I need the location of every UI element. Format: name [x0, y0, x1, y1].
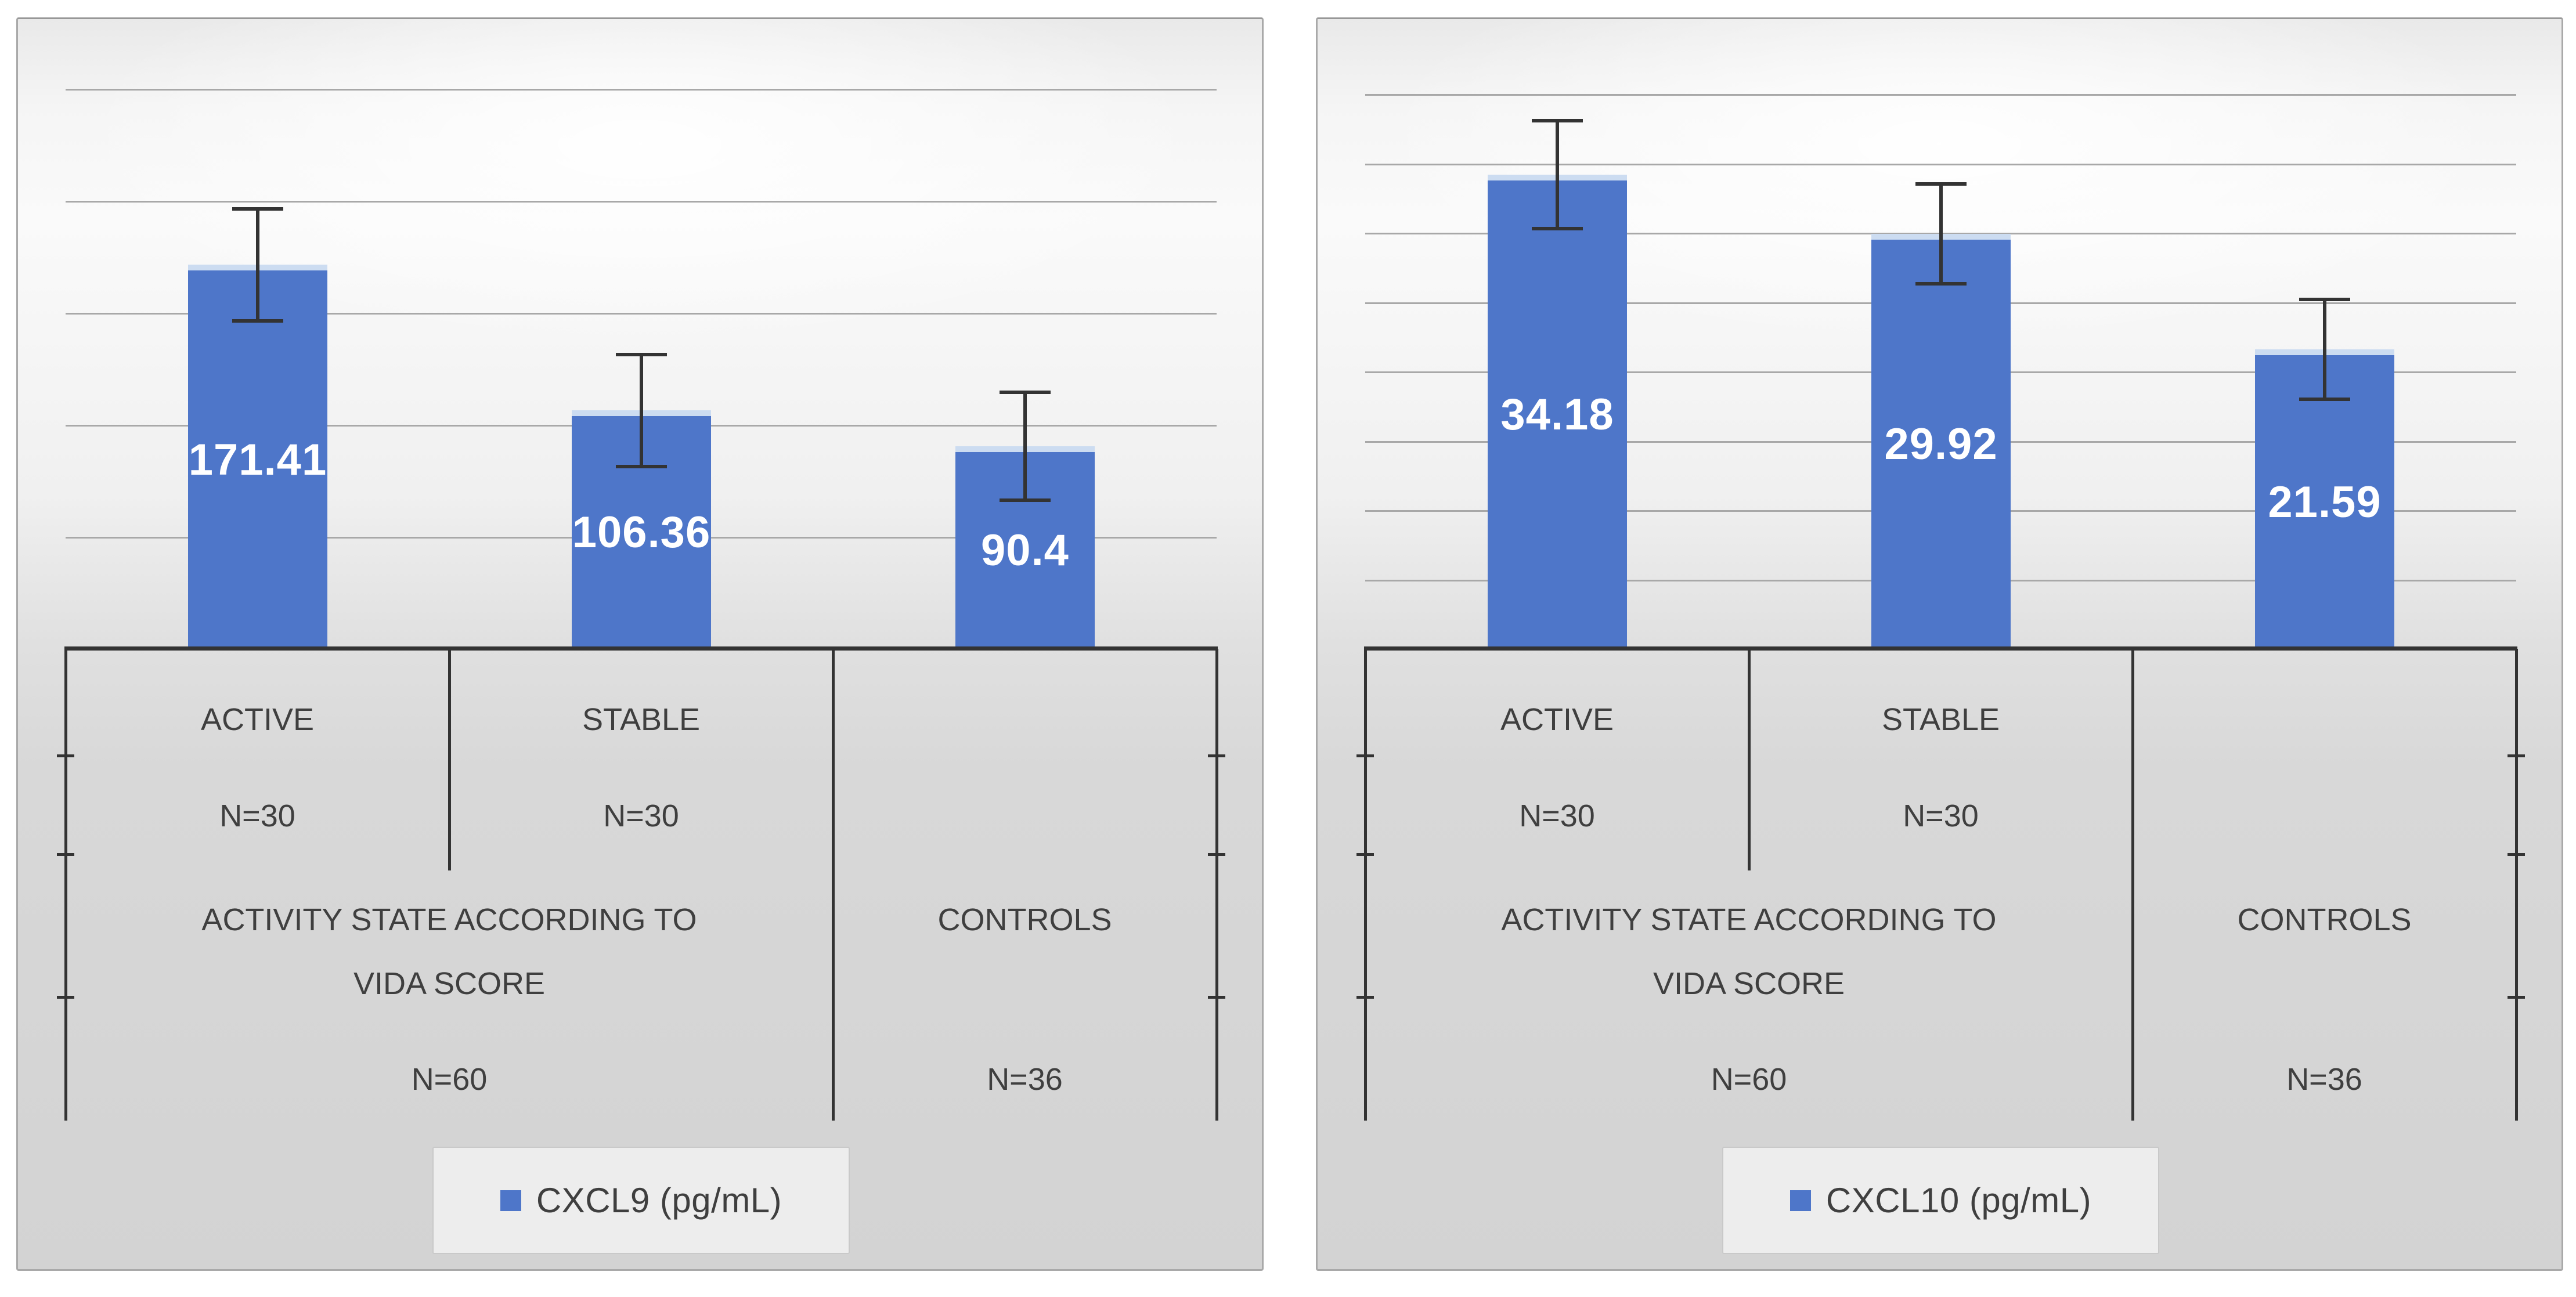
legend-series-swatch-icon [1790, 1190, 1811, 1211]
category-n-label: N=30 [1903, 799, 1979, 833]
axis-baseline [64, 646, 1218, 651]
legend-box: CXCL9 (pg/mL) [432, 1147, 850, 1254]
axis-tick [1208, 853, 1225, 856]
group-n-label: N=60 [411, 1062, 488, 1097]
legend-series-swatch-icon [500, 1190, 521, 1211]
error-bar-line [256, 209, 259, 321]
bar: 171.41 [188, 265, 327, 649]
error-bar-cap-top [1532, 119, 1583, 122]
axis-border-right [1215, 649, 1218, 1121]
category-n-label: N=30 [1519, 799, 1595, 833]
group-n-label: N=36 [2286, 1062, 2362, 1097]
legend-box: CXCL10 (pg/mL) [1722, 1147, 2160, 1254]
error-bar-cap-top [1000, 391, 1051, 394]
error-bar-cap-bottom [2299, 398, 2350, 401]
axis-tick [1208, 996, 1225, 999]
group-n-label: N=60 [1711, 1062, 1787, 1097]
error-bar-cap-top [2299, 298, 2350, 301]
group-cell: ACTIVITY STATE ACCORDING TO VIDA SCORE N=6… [1365, 870, 2133, 1121]
category-axis: ACTIVE N=30 STABLE N=30 ACTIVITY STATE ACCOR… [18, 19, 1262, 1269]
error-bar-cap-bottom [1915, 282, 1967, 286]
bar: 34.18 [1488, 175, 1627, 649]
group-label-line: ACTIVITY STATE ACCORDING TO [1501, 902, 1997, 937]
bar-value-label: 171.41 [188, 435, 327, 485]
axis-border-left [1364, 649, 1367, 1121]
group-cell: CONTROLS N=36 [2133, 870, 2516, 1121]
legend-row: CXCL9 (pg/mL) [66, 1147, 1217, 1254]
axis-separator [448, 649, 451, 870]
error-bar-line [640, 355, 643, 467]
axis-tick [1356, 754, 1374, 757]
category-axis: ACTIVE N=30 STABLE N=30 ACTIVITY STATE ACCOR… [1318, 19, 2561, 1269]
category-label: ACTIVE [200, 702, 315, 737]
error-bar-line [1939, 184, 1943, 284]
axis-tick [1356, 996, 1374, 999]
error-bar-line [1556, 121, 1559, 229]
error-bar-cap-top [616, 353, 667, 356]
bar-value-label: 106.36 [572, 508, 711, 557]
error-bar-cap-top [1915, 182, 1967, 186]
error-bar-cap-bottom [616, 465, 667, 468]
plot-area: 171.41 106.36 90.4 [18, 19, 1262, 649]
gridline [1365, 94, 2516, 96]
legend-label: CXCL9 (pg/mL) [536, 1181, 782, 1220]
gridline [66, 89, 1217, 91]
bar-value-label: 21.59 [2268, 477, 2382, 527]
group-label-line: CONTROLS [937, 902, 1112, 937]
bar-value-label: 29.92 [1884, 420, 1998, 469]
group-n-label: N=36 [987, 1062, 1063, 1097]
axis-baseline [1364, 646, 2517, 651]
axis-tick [57, 754, 74, 757]
group-label-line: VIDA SCORE [1653, 966, 1845, 1001]
category-cell [2133, 649, 2516, 870]
axis-tick [2508, 853, 2525, 856]
category-cell [833, 649, 1217, 870]
category-cell: ACTIVE N=30 [66, 649, 449, 870]
category-label: STABLE [582, 702, 701, 737]
bar: 29.92 [1871, 234, 2011, 649]
axis-tick [1208, 754, 1225, 757]
gridline [66, 313, 1217, 315]
plot-area: 34.18 29.92 21.59 [1318, 19, 2561, 649]
error-bar-cap-top [232, 207, 283, 211]
category-n-label: N=30 [603, 799, 679, 833]
error-bar-line [2323, 299, 2326, 399]
category-cell: STABLE N=30 [1749, 649, 2133, 870]
error-bar-cap-bottom [1532, 227, 1583, 230]
legend-label: CXCL10 (pg/mL) [1825, 1181, 2092, 1220]
group-cell: CONTROLS N=36 [833, 870, 1217, 1121]
axis-tick [2508, 754, 2525, 757]
category-n-label: N=30 [219, 799, 295, 833]
bar-value-label: 90.4 [981, 526, 1069, 575]
error-bar-line [1023, 392, 1027, 500]
gridline [66, 201, 1217, 203]
category-cell: ACTIVE N=30 [1365, 649, 1749, 870]
gridline [1365, 164, 2516, 165]
category-label: ACTIVE [1500, 702, 1614, 737]
legend-row: CXCL10 (pg/mL) [1365, 1147, 2516, 1254]
group-label-line: CONTROLS [2237, 902, 2412, 937]
category-cell: STABLE N=30 [449, 649, 833, 870]
group-label-line: VIDA SCORE [353, 966, 546, 1001]
axis-tick [57, 996, 74, 999]
group-cell: ACTIVITY STATE ACCORDING TO VIDA SCORE N=6… [66, 870, 833, 1121]
category-label: STABLE [1881, 702, 2000, 737]
axis-tick [1356, 853, 1374, 856]
chart-panel-cxcl10: 34.18 29.92 21.59 ACTIVE N=30 STABLE N=30 ACTI… [1316, 17, 2563, 1271]
axis-separator [2131, 649, 2134, 1121]
bar-value-label: 34.18 [1500, 390, 1614, 439]
axis-separator [1748, 649, 1751, 870]
error-bar-cap-bottom [232, 319, 283, 323]
error-bar-cap-bottom [1000, 498, 1051, 502]
group-label-line: ACTIVITY STATE ACCORDING TO [201, 902, 697, 937]
chart-panel-cxcl9: 171.41 106.36 90.4 ACTIVE N=30 STABLE N=30 ACT… [16, 17, 1264, 1271]
axis-border-left [64, 649, 67, 1121]
axis-tick [57, 853, 74, 856]
axis-tick [2508, 996, 2525, 999]
axis-border-right [2515, 649, 2518, 1121]
axis-separator [832, 649, 835, 1121]
